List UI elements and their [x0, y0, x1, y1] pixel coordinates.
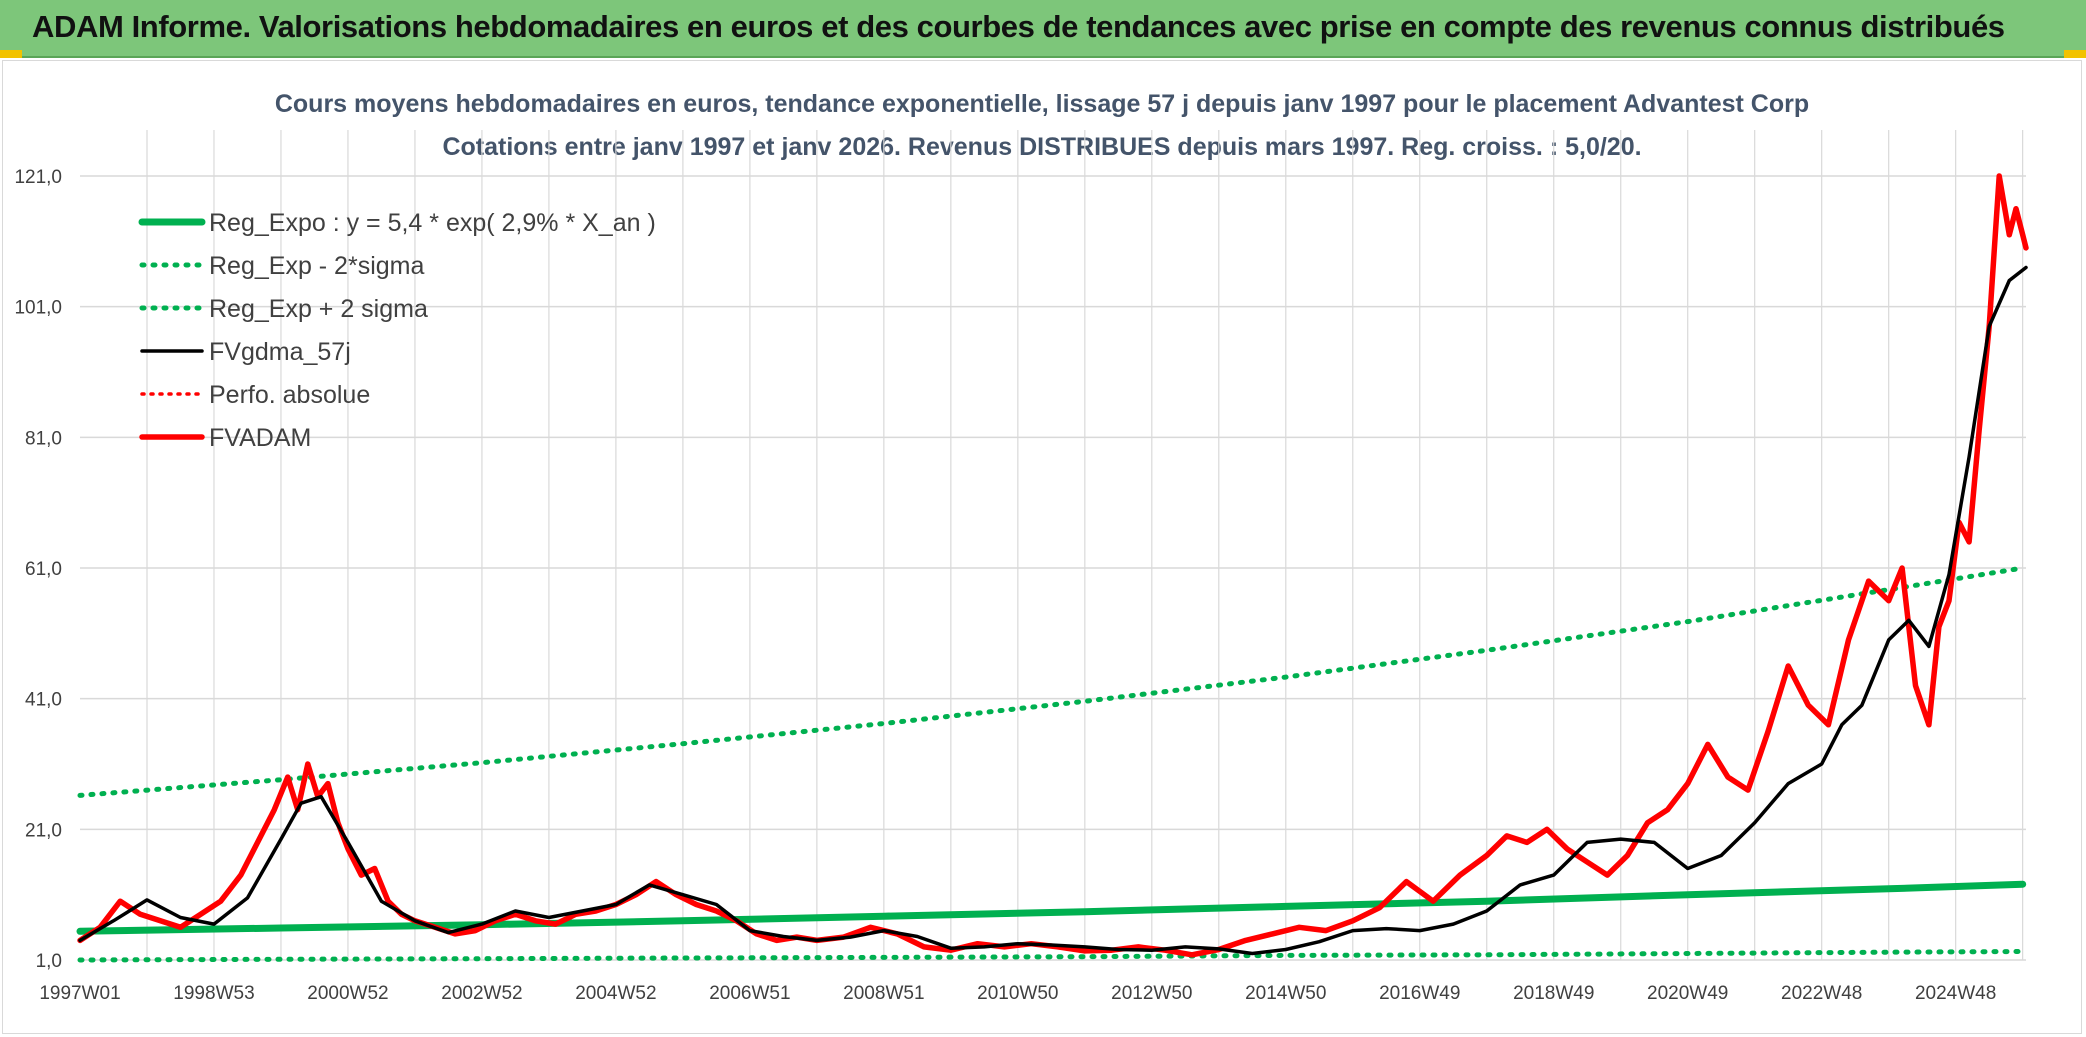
- reg-expo-line: [76, 880, 2027, 935]
- x-tick-label: 2018W49: [1513, 983, 1594, 1004]
- y-tick-label: 101,0: [14, 298, 62, 319]
- y-axis: 1,0 21,0 41,0 61,0 81,0 101,0 121,0: [14, 167, 62, 972]
- reg-exp-minus-2sigma-line: [77, 949, 2026, 963]
- y-tick-label: 1,0: [36, 951, 62, 972]
- y-tick-label: 121,0: [14, 167, 62, 188]
- legend-label: FVgdma_57j: [209, 338, 351, 366]
- banner-corner-left: [0, 50, 22, 58]
- reg-exp-plus-2sigma-line: [77, 565, 2026, 798]
- legend-label: Reg_Expo : y = 5,4 * exp( 2,9% * X_an ): [209, 209, 656, 237]
- plot-area: [76, 173, 2029, 963]
- x-tick-label: 2020W49: [1647, 983, 1728, 1004]
- banner-title: ADAM Informe. Valorisations hebdomadaire…: [32, 9, 2005, 44]
- x-tick-label: 2004W52: [575, 983, 656, 1004]
- x-tick-label: 1998W53: [173, 983, 254, 1004]
- legend-label: Reg_Exp + 2 sigma: [209, 295, 428, 323]
- x-tick-label: 2002W52: [441, 983, 522, 1004]
- x-tick-label: 2016W49: [1379, 983, 1460, 1004]
- y-tick-label: 81,0: [25, 428, 62, 449]
- x-tick-label: 2010W50: [977, 983, 1058, 1004]
- chart-frame: [2, 60, 2082, 1034]
- fvadam-line: [77, 173, 2029, 958]
- x-tick-label: 2000W52: [307, 983, 388, 1004]
- legend-label: Reg_Exp - 2*sigma: [209, 252, 424, 280]
- legend: Reg_Expo : y = 5,4 * exp( 2,9% * X_an ) R…: [138, 209, 656, 452]
- banner-corner-right: [2064, 50, 2086, 58]
- y-tick-label: 21,0: [25, 820, 62, 841]
- x-tick-label: 2012W50: [1111, 983, 1192, 1004]
- x-tick-label: 1997W01: [39, 983, 120, 1004]
- legend-label: FVADAM: [209, 424, 311, 452]
- chart-title: Cours moyens hebdomadaires en euros, ten…: [275, 90, 1809, 118]
- chart-subtitle: Cotations entre janv 1997 et janv 2026. …: [442, 133, 1641, 161]
- x-tick-label: 2022W48: [1781, 983, 1862, 1004]
- report-banner: ADAM Informe. Valorisations hebdomadaire…: [0, 0, 2086, 58]
- x-axis: 1997W01 1998W53 2000W52 2002W52 2004W52 2006W…: [39, 983, 1996, 1004]
- y-tick-label: 41,0: [25, 690, 62, 711]
- x-tick-label: 2006W51: [709, 983, 790, 1004]
- x-tick-label: 2014W50: [1245, 983, 1326, 1004]
- fvgdma-57j-line: [78, 265, 2028, 956]
- legend-label: Perfo. absolue: [209, 381, 370, 409]
- y-tick-label: 61,0: [25, 559, 62, 580]
- x-tick-label: 2024W48: [1915, 983, 1996, 1004]
- x-tick-label: 2008W51: [843, 983, 924, 1004]
- grid: [80, 130, 2026, 961]
